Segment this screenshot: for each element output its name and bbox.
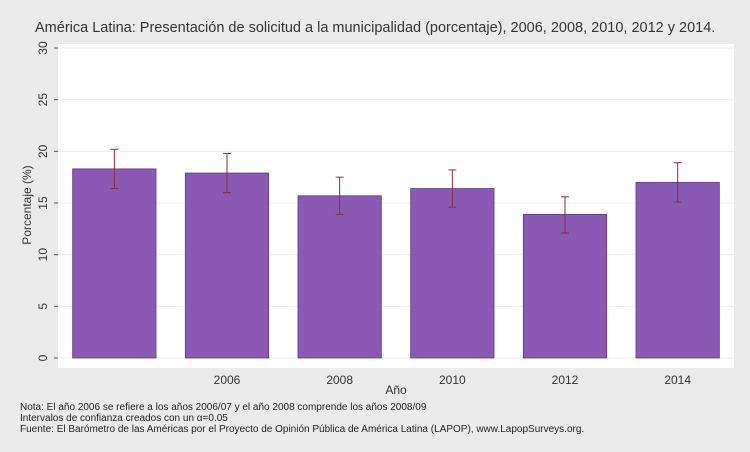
plot-area — [58, 44, 734, 368]
x-tick-label: 2008 — [326, 373, 353, 387]
note-line: Nota: El año 2006 se refiere a los años … — [20, 402, 427, 413]
x-tick-label: 2014 — [664, 373, 691, 387]
y-tick-label: 0 — [36, 354, 50, 361]
x-tick-label: 2006 — [214, 373, 241, 387]
y-axis-label: Porcentaje (%) — [20, 165, 34, 244]
chart-title: América Latina: Presentación de solicitu… — [35, 20, 715, 36]
footnotes: Nota: El año 2006 se refiere a los años … — [20, 402, 584, 435]
y-tick-label: 20 — [36, 144, 50, 158]
bar — [72, 168, 157, 359]
x-tick-label: 2012 — [552, 373, 579, 387]
y-tick-label: 5 — [36, 303, 50, 310]
bar — [635, 181, 720, 359]
bars — [72, 168, 720, 359]
y-tick-label: 30 — [36, 41, 50, 55]
x-axis: 2006 2008 2010 2012 2014 — [214, 373, 692, 387]
bar-chart: América Latina: Presentación de solicitu… — [20, 20, 734, 397]
bar — [184, 172, 270, 359]
x-tick-label: 2010 — [439, 373, 466, 387]
bar — [522, 213, 608, 359]
y-tick-label: 10 — [36, 248, 50, 262]
error-bars — [110, 148, 682, 234]
y-tick-label: 25 — [36, 93, 50, 107]
gridlines — [58, 47, 734, 359]
x-axis-label: Año — [385, 383, 407, 397]
note-line: Intervalos de confianza creados con un α… — [20, 413, 228, 424]
bar — [410, 188, 495, 359]
source-line: Fuente: El Barómetro de las Américas por… — [20, 424, 585, 435]
y-axis: 0 5 10 15 20 25 30 — [36, 41, 58, 361]
bar — [297, 195, 382, 359]
y-tick-label: 15 — [36, 196, 50, 210]
